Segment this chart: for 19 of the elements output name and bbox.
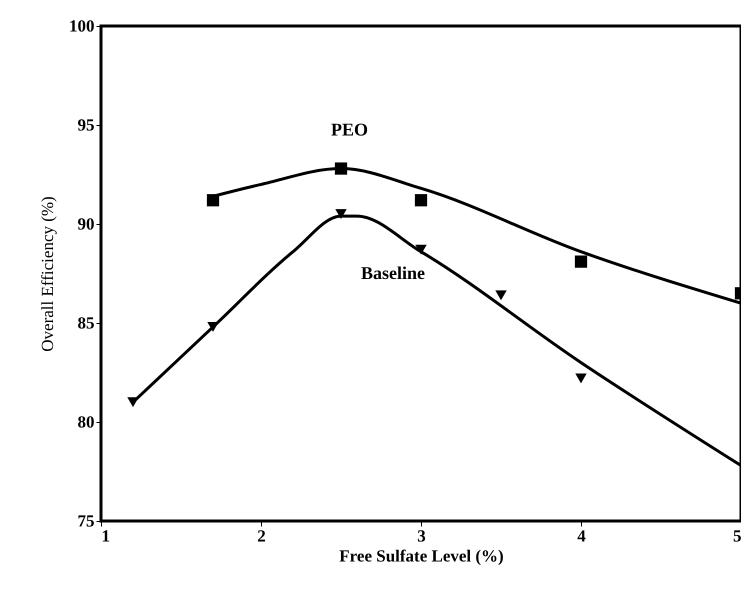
point <box>495 290 507 300</box>
series-label: PEO <box>331 120 368 140</box>
y-tick-label: 85 <box>78 314 94 332</box>
x-tick-label: 5 <box>733 526 741 546</box>
y-axis-title: Overall Efficiency (%) <box>38 196 57 352</box>
point <box>574 255 588 268</box>
y-tick-label: 80 <box>78 412 94 432</box>
x-axis-title: Free Sulfate Level (%) <box>339 546 504 566</box>
x-tick-label: 2 <box>257 526 266 546</box>
y-tick-label: 95 <box>78 116 94 134</box>
series-label: Baseline <box>361 263 426 284</box>
x-tick-label: 3 <box>417 526 426 546</box>
y-tick-label: 100 <box>69 16 94 36</box>
x-tick-label: 1 <box>102 526 110 546</box>
y-tick-label: 75 <box>78 512 94 530</box>
x-tick-label: 4 <box>577 526 586 546</box>
y-tick-label: 90 <box>78 214 94 234</box>
point <box>414 194 428 206</box>
point <box>575 374 587 384</box>
